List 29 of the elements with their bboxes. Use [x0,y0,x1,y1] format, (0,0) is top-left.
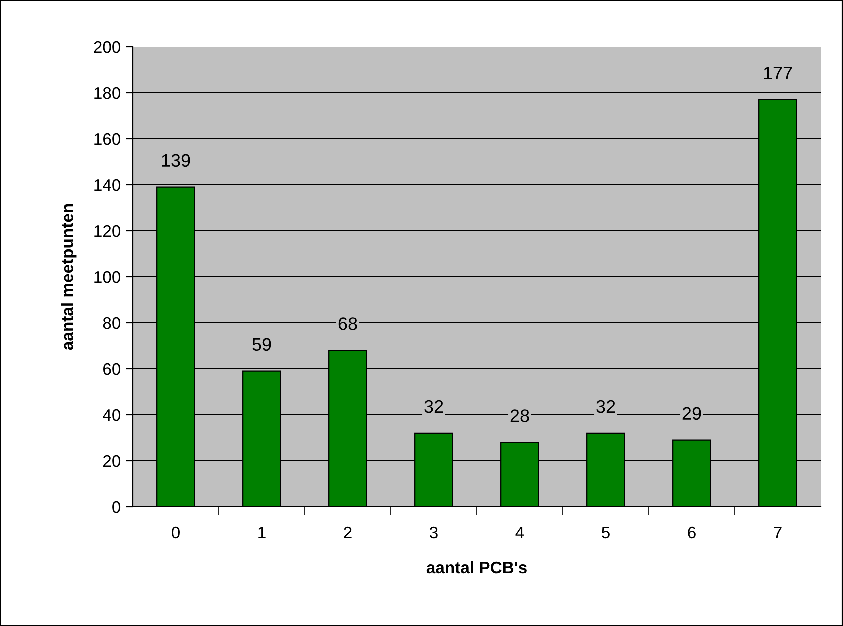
y-tick-label: 160 [94,133,121,146]
data-label: 32 [596,400,616,414]
x-tick-label: 3 [430,526,438,539]
y-tick-label: 200 [94,41,121,54]
y-tick-label: 120 [94,225,121,238]
y-tick-label: 0 [112,501,121,514]
data-label: 68 [338,318,358,330]
x-tick-label: 2 [344,526,352,539]
data-label: 139 [162,154,190,168]
y-tick-label: 80 [103,317,121,330]
x-tick-label: 1 [258,527,266,539]
data-label: 29 [682,407,702,420]
x-tick-label: 0 [172,526,180,539]
data-label: 32 [424,400,444,414]
y-tick-label: 60 [104,363,121,376]
x-tick-label: 7 [774,527,782,539]
y-tick-label: 140 [94,179,121,192]
data-label: 59 [252,338,272,352]
data-label: 28 [510,410,530,422]
y-axis-title: aantal meetpunten [61,204,77,350]
data-label: 177 [764,67,792,80]
y-tick-label: 20 [103,455,121,468]
x-tick-label: 5 [602,527,610,539]
x-tick-label: 4 [516,527,524,539]
x-tick-label: 6 [688,526,696,539]
y-tick-label: 180 [94,87,121,100]
y-tick-label: 40 [103,409,121,422]
y-tick-label: 100 [94,271,121,284]
x-axis-title: aantal PCB's [426,561,527,574]
